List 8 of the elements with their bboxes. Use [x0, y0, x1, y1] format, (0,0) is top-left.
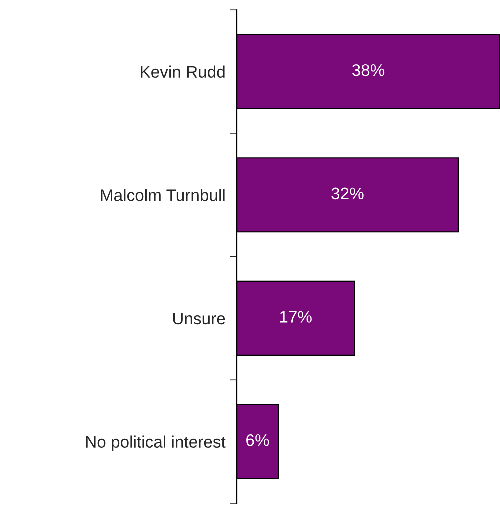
- y-tick-label: Malcolm Turnbull: [101, 189, 225, 202]
- data-label: 38%: [352, 64, 385, 76]
- data-label: 6%: [246, 434, 270, 446]
- y-tick-label: Unsure: [173, 313, 226, 325]
- y-tick-label: Kevin Rudd: [141, 66, 225, 78]
- data-label: 17%: [280, 311, 312, 323]
- y-tick-label: No political interest: [86, 436, 226, 452]
- data-label: 32%: [332, 188, 364, 200]
